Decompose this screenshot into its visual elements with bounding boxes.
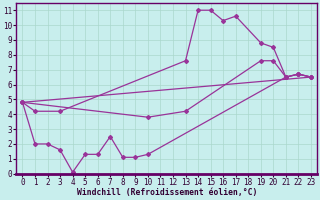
X-axis label: Windchill (Refroidissement éolien,°C): Windchill (Refroidissement éolien,°C) (76, 188, 257, 197)
